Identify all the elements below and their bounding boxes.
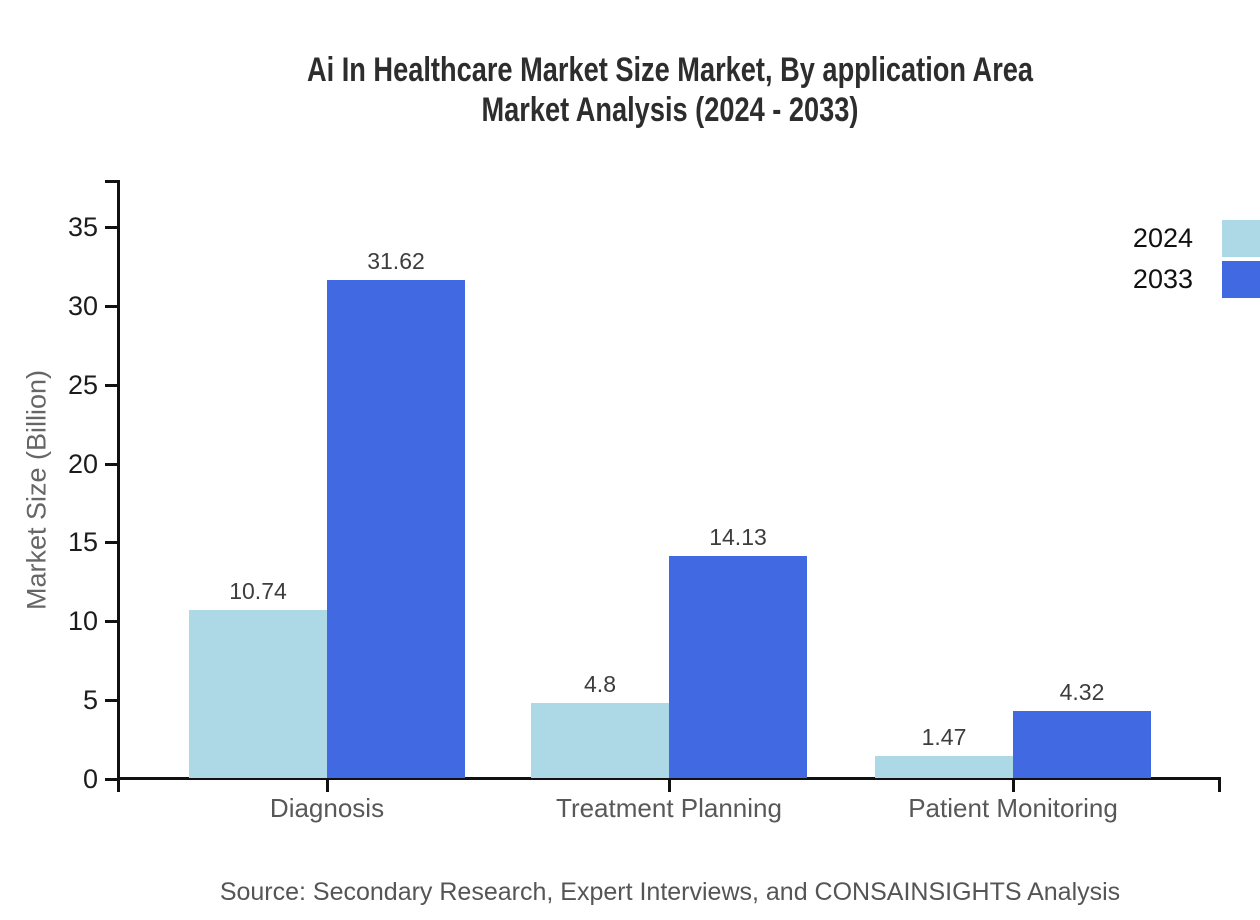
y-axis-title: Market Size (Billion) [21,369,52,611]
value-label-2033-diagnosis: 31.62 [367,248,425,275]
chart-title: Ai In Healthcare Market Size Market, By … [198,50,1142,130]
value-label-2024-diagnosis: 10.74 [229,577,287,604]
legend-swatch-2024 [1222,220,1260,257]
y-tick [105,304,118,308]
bar-2024-diagnosis [189,609,327,778]
y-tick-label: 30 [67,290,98,321]
y-tick [105,778,118,781]
y-tick [105,541,118,545]
bar-2033-treatment-planning [669,556,807,778]
y-tick [105,226,118,230]
category-label-diagnosis: Diagnosis [269,793,385,823]
y-tick-label: 0 [82,764,98,794]
value-label-2024-patient-monitoring: 1.47 [921,723,967,750]
x-tick [1012,779,1015,792]
value-label-2033-patient-monitoring: 4.32 [1059,678,1105,705]
y-axis-line [117,180,120,792]
category-label-treatment-planning: Treatment Planning [556,793,782,823]
bar-2033-patient-monitoring [1013,710,1151,778]
y-tick [105,620,118,624]
value-label-2024-treatment-planning: 4.8 [584,671,616,698]
bar-2024-patient-monitoring [875,755,1013,778]
legend-label-2024: 2024 [1132,223,1193,253]
legend-label-2033: 2033 [1132,264,1193,294]
category-label-patient-monitoring: Patient Monitoring [908,793,1118,823]
y-tick-label: 25 [67,369,98,400]
bar-2033-diagnosis [327,280,465,778]
y-tick-label: 10 [67,606,98,637]
bar-2024-treatment-planning [531,703,669,778]
source-note: Source: Secondary Research, Expert Inter… [219,878,1121,906]
y-tick-label: 15 [67,527,98,558]
y-tick [105,699,118,703]
x-axis-end-cap [1218,777,1221,792]
x-tick [668,779,671,792]
chart-title-line1: Ai In Healthcare Market Size Market, By … [306,51,1034,89]
y-tick [105,383,118,387]
legend-swatch-2033 [1222,261,1260,298]
y-tick [105,462,118,466]
value-label-2033-treatment-planning: 14.13 [709,524,767,551]
y-tick-label: 35 [67,212,98,243]
x-tick [326,779,329,792]
y-tick-label: 20 [67,448,98,479]
x-axis-line [117,777,1221,780]
y-tick-label: 5 [82,685,98,716]
y-axis-top-cap [105,180,119,183]
chart-title-line2: Market Analysis (2024 - 2033) [481,91,859,129]
